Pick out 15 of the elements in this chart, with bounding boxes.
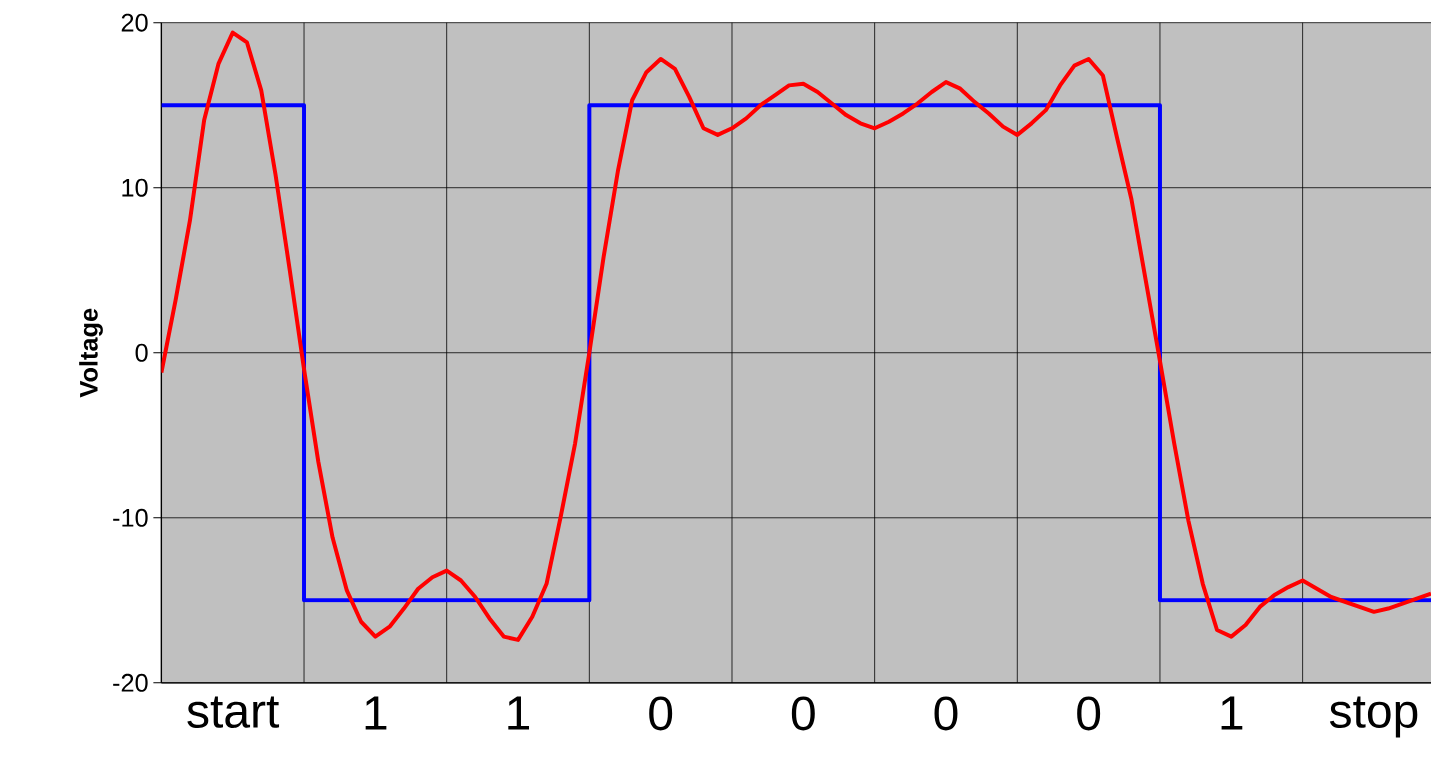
text: 1 — [508, 696, 530, 730]
text: stop — [1329, 696, 1418, 738]
y-tick-label: -10 — [113, 508, 148, 527]
text: 0 — [934, 696, 958, 731]
y-tick-label: 20 — [121, 13, 148, 32]
y-axis-title: Voltage — [79, 308, 103, 398]
y-tick-label: 10 — [122, 178, 148, 197]
text: 0 — [649, 696, 673, 731]
y-tick-label: 0 — [135, 343, 148, 362]
text: 1 — [365, 696, 387, 730]
text: 1 — [1221, 696, 1243, 730]
text: 0 — [1077, 696, 1101, 731]
y-tick-label: -20 — [113, 673, 148, 692]
text: 0 — [791, 696, 815, 731]
text: start — [187, 696, 280, 728]
